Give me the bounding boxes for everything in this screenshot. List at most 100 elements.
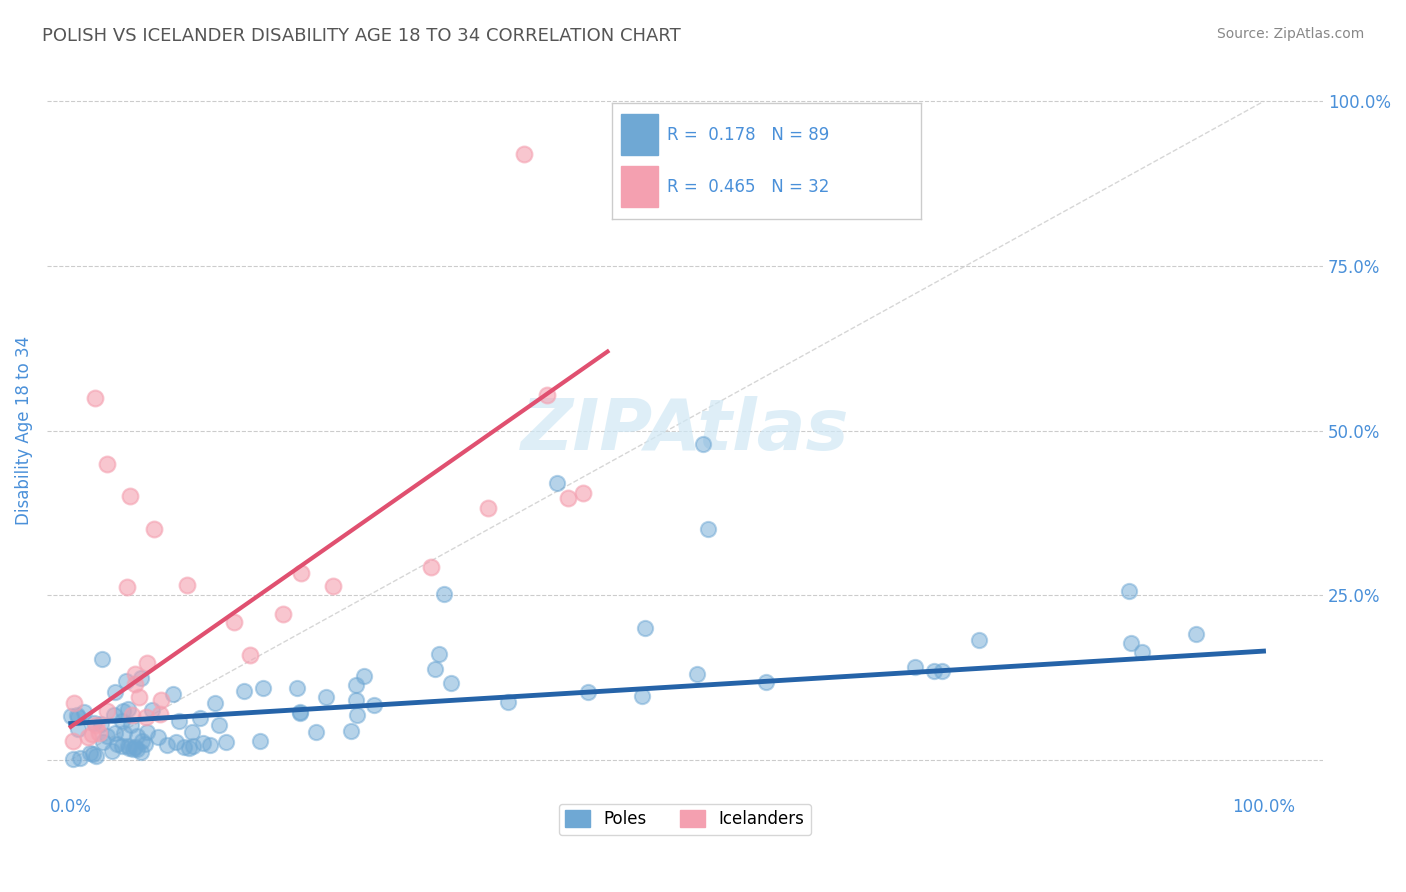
Point (101, 744, 124, 758)
Point (692, 436, 714, 450)
Point (120, 490, 142, 504)
Point (87, 725, 110, 739)
Point (141, 703, 163, 717)
Point (117, 739, 139, 753)
Point (630, 689, 652, 703)
Point (193, 736, 215, 750)
Point (215, 735, 238, 749)
Text: R =  0.465   N = 32: R = 0.465 N = 32 (668, 178, 830, 196)
Legend: Poles, Icelanders: Poles, Icelanders (558, 804, 811, 835)
Point (148, 730, 170, 744)
Text: POLISH VS ICELANDER DISABILITY AGE 18 TO 34 CORRELATION CHART: POLISH VS ICELANDER DISABILITY AGE 18 TO… (42, 27, 681, 45)
Point (432, 587, 454, 601)
Point (69, 750, 91, 764)
Point (177, 740, 200, 755)
Point (340, 724, 363, 739)
Point (91, 735, 114, 749)
FancyBboxPatch shape (621, 114, 658, 155)
Point (111, 739, 134, 753)
Point (131, 671, 153, 685)
Point (322, 579, 344, 593)
Point (120, 718, 142, 732)
Point (204, 696, 226, 710)
Point (546, 476, 568, 491)
Point (513, 147, 536, 161)
Point (285, 681, 308, 695)
Point (557, 491, 579, 505)
Point (271, 607, 294, 622)
Point (427, 648, 450, 662)
Point (924, 664, 946, 678)
Point (82, 747, 104, 761)
Point (112, 704, 135, 718)
Point (121, 708, 143, 723)
Y-axis label: Disability Age 18 to 34: Disability Age 18 to 34 (15, 336, 32, 525)
Point (83, 391, 105, 405)
Point (288, 706, 311, 720)
Point (156, 739, 179, 753)
Point (697, 522, 720, 536)
Point (315, 690, 337, 704)
Point (290, 566, 312, 581)
Point (496, 695, 519, 709)
Point (124, 739, 146, 754)
Point (165, 735, 187, 749)
Point (135, 724, 157, 739)
Point (77, 730, 100, 744)
FancyBboxPatch shape (621, 166, 658, 207)
Point (96, 704, 118, 718)
Point (440, 676, 463, 690)
Point (173, 739, 195, 754)
Text: R =  0.178   N = 89: R = 0.178 N = 89 (668, 126, 830, 144)
Point (353, 669, 375, 683)
Point (90, 716, 112, 731)
Point (363, 698, 385, 712)
Point (124, 677, 146, 691)
Point (634, 621, 657, 635)
Point (572, 486, 595, 500)
Point (252, 681, 274, 695)
Point (63, 696, 86, 710)
Point (288, 706, 311, 720)
Point (114, 673, 136, 688)
Point (1121, 635, 1143, 649)
Point (423, 662, 446, 676)
Point (62, 733, 84, 747)
Point (200, 738, 222, 752)
Point (121, 741, 143, 756)
Point (118, 741, 141, 756)
Point (176, 577, 198, 591)
Point (162, 688, 184, 702)
Point (149, 706, 172, 721)
Text: ZIPAtlas: ZIPAtlas (520, 396, 849, 465)
Point (536, 388, 558, 402)
Point (73, 705, 96, 719)
Point (419, 560, 441, 574)
Point (127, 729, 149, 743)
Point (931, 665, 953, 679)
Point (79, 746, 101, 760)
Point (84, 717, 107, 731)
Point (66, 710, 89, 724)
Point (477, 500, 499, 515)
Point (1130, 645, 1153, 659)
Point (224, 615, 246, 630)
Point (233, 684, 256, 698)
Point (110, 714, 132, 729)
Point (125, 742, 148, 756)
Point (96, 729, 118, 743)
Point (181, 725, 204, 739)
Point (188, 711, 211, 725)
Point (167, 714, 190, 728)
Point (105, 737, 128, 751)
Point (755, 675, 778, 690)
Point (1185, 626, 1208, 640)
Point (344, 693, 367, 707)
Point (135, 709, 157, 723)
Text: Source: ZipAtlas.com: Source: ZipAtlas.com (1216, 27, 1364, 41)
Point (62, 752, 84, 766)
Point (249, 733, 271, 747)
Point (134, 737, 156, 751)
Point (117, 702, 139, 716)
Point (124, 667, 146, 681)
